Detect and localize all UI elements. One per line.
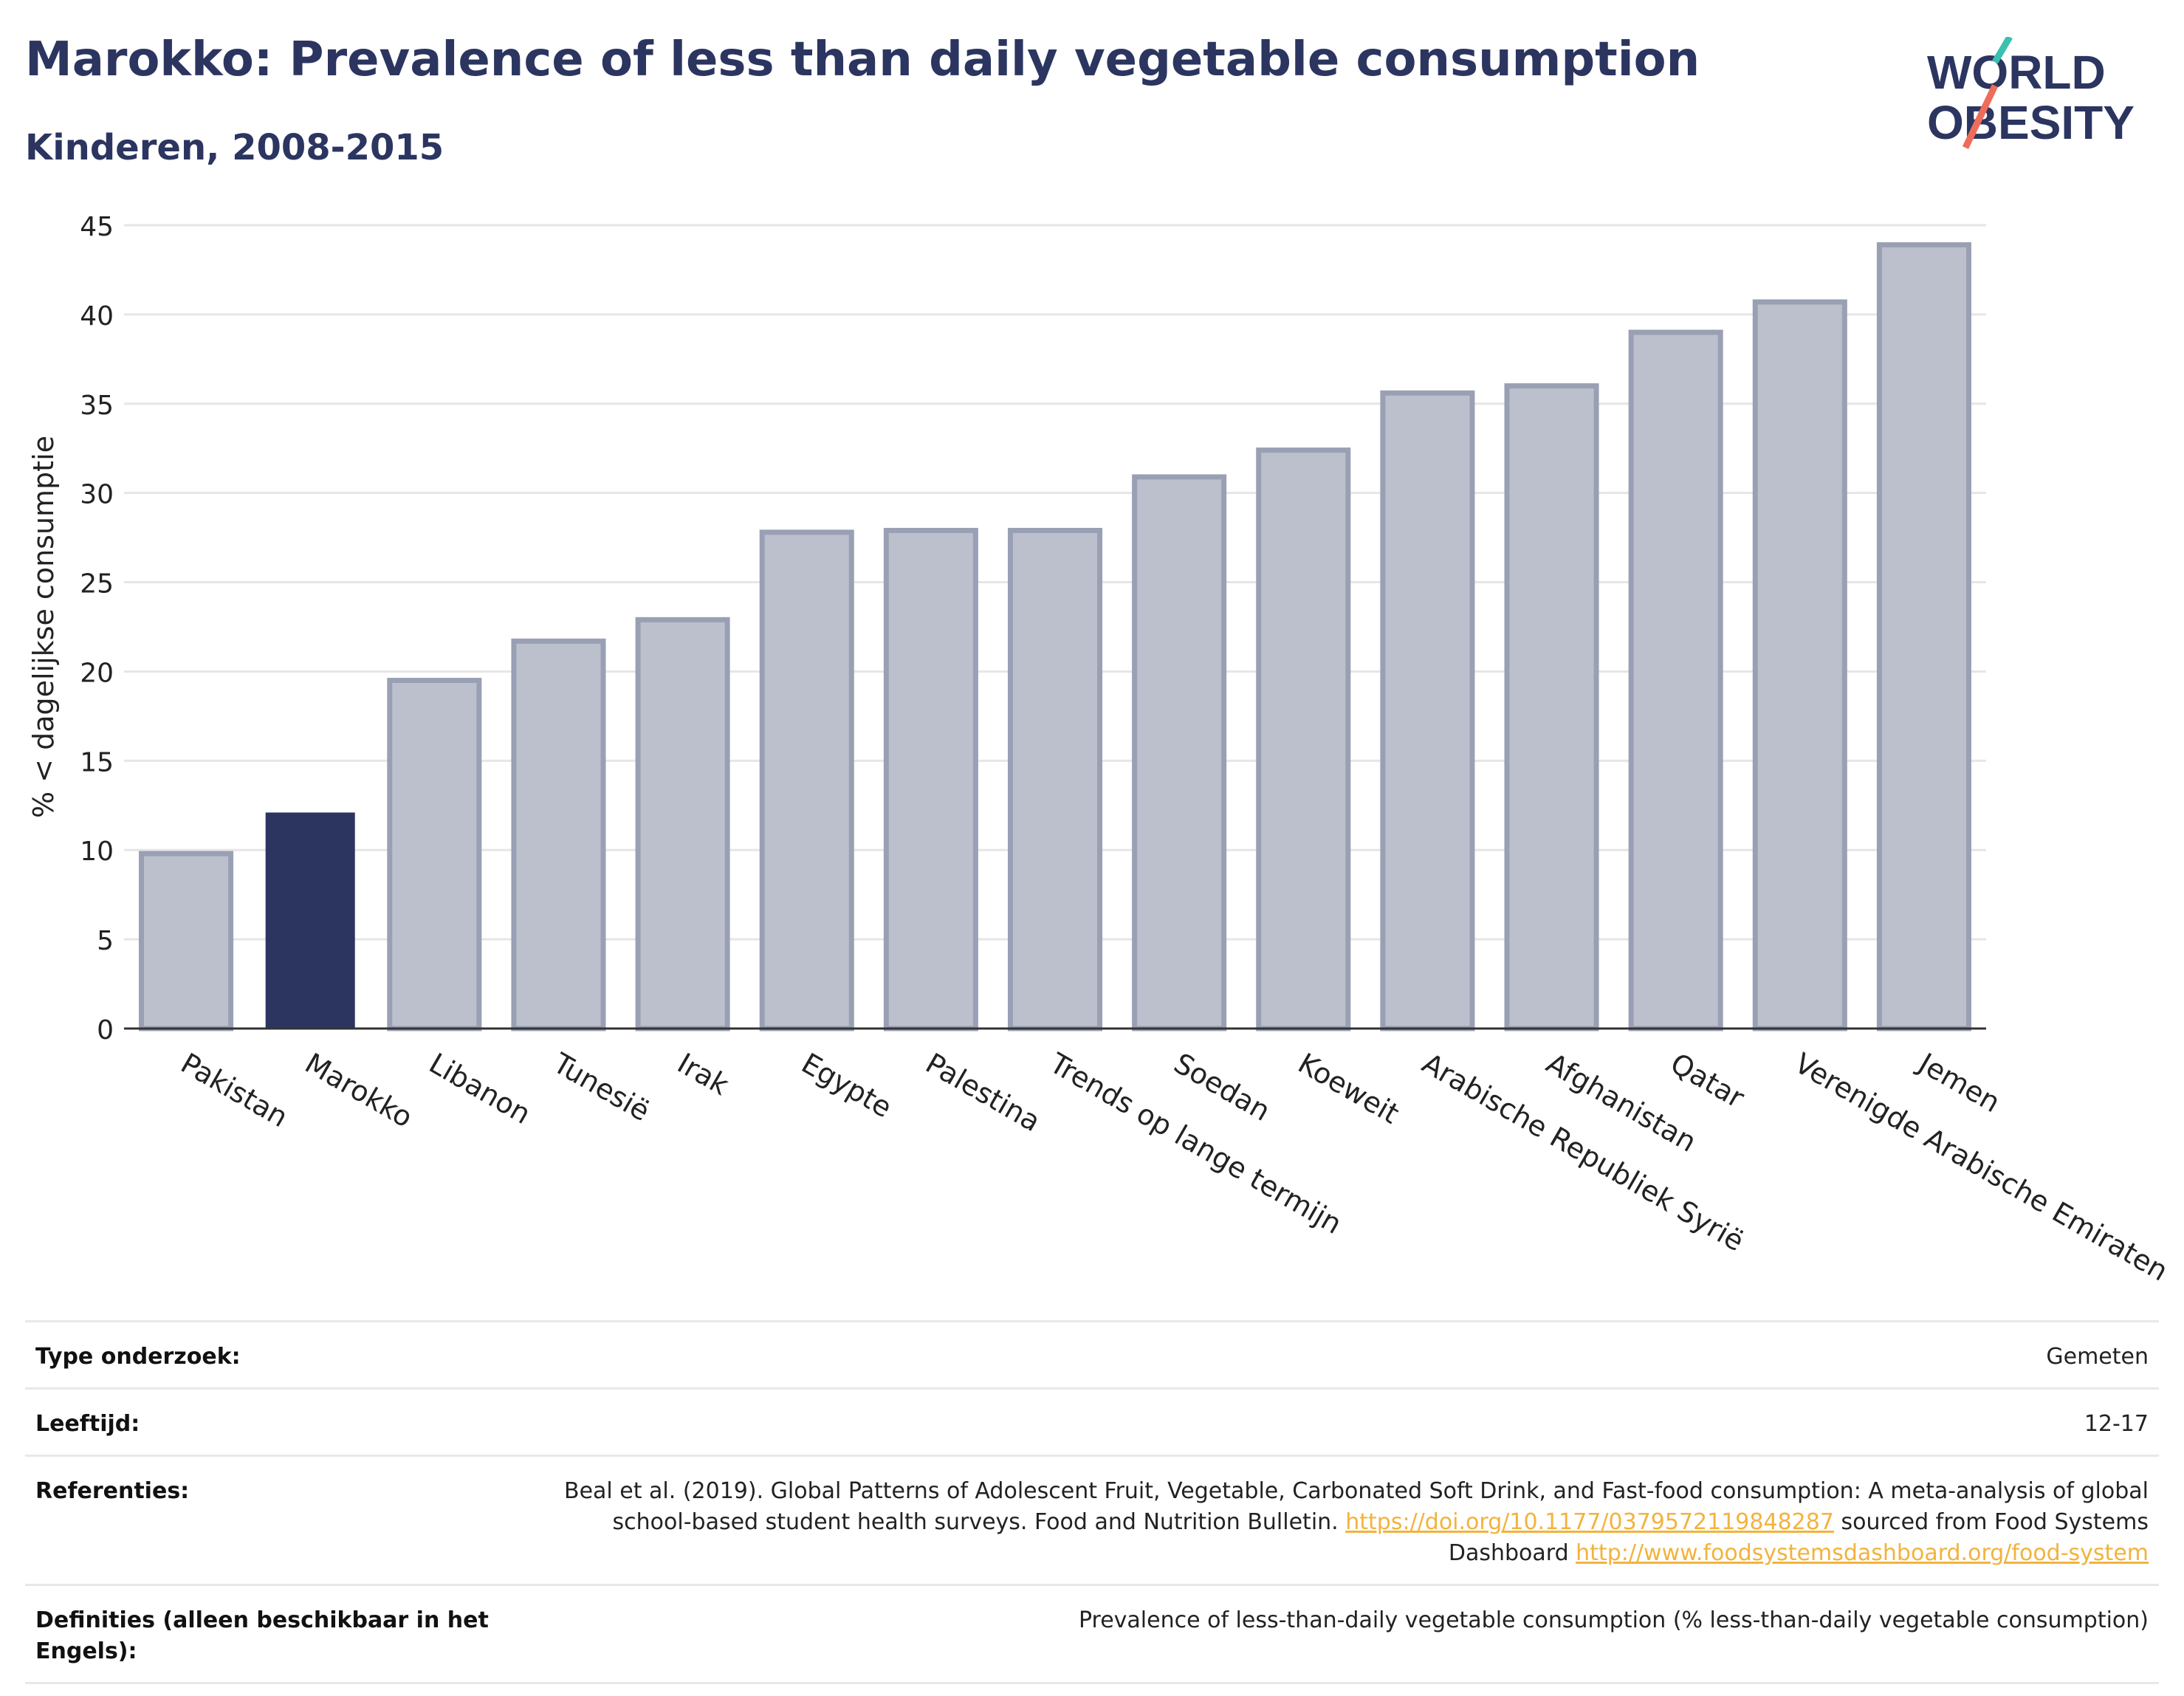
bar xyxy=(1256,447,1351,1031)
age-label: Leeftijd: xyxy=(35,1411,140,1437)
bar xyxy=(1132,474,1227,1031)
bar xyxy=(511,638,606,1031)
y-axis-label: % < dagelijkse consumptie xyxy=(27,436,60,818)
bar xyxy=(265,812,355,1029)
page-subtitle: Kinderen, 2008-2015 xyxy=(25,127,444,168)
y-tick-label: 45 xyxy=(80,212,114,242)
bar xyxy=(1628,329,1723,1031)
x-tick-label: Libanon xyxy=(424,1047,536,1130)
page-title: Marokko: Prevalence of less than daily v… xyxy=(25,32,1700,87)
definitions-value: Prevalence of less-than-daily vegetable … xyxy=(1078,1607,2149,1633)
x-tick-label: Pakistan xyxy=(176,1047,294,1134)
y-tick-label: 35 xyxy=(80,391,114,421)
y-tick-label: 30 xyxy=(80,480,114,510)
bar xyxy=(1007,527,1103,1031)
bar xyxy=(759,529,854,1031)
doi-link[interactable]: https://doi.org/10.1177/0379572119848287 xyxy=(1345,1509,1834,1535)
info-row-age: Leeftijd: 12-17 xyxy=(25,1387,2159,1455)
y-tick-label: 20 xyxy=(80,658,114,688)
food-systems-link[interactable]: http://www.foodsystemsdashboard.org/food… xyxy=(1576,1540,2149,1566)
bar xyxy=(1380,390,1475,1031)
bar xyxy=(1504,383,1599,1031)
logo-slash-teal xyxy=(1992,37,2013,64)
x-tick-label: Marokko xyxy=(300,1047,419,1134)
x-tick-label: Tunesië xyxy=(547,1046,655,1127)
bar xyxy=(1752,299,1847,1031)
bar-chart: 0 5 10 15 20 25 30 35 40 45 Pakistan Marokko Libanon… xyxy=(27,212,2174,1288)
references-text-2: sourced from Food Systems Dashboard xyxy=(1448,1509,2149,1566)
y-tick-label: 10 xyxy=(80,837,114,867)
bar xyxy=(139,851,234,1031)
x-tick-label: Egypte xyxy=(796,1047,897,1125)
survey-type-label: Type onderzoek: xyxy=(35,1344,241,1370)
logo-slash-coral xyxy=(1962,84,1999,149)
bar xyxy=(635,617,730,1031)
x-tick-label: Irak xyxy=(672,1047,734,1102)
references-value: Beal et al. (2019). Global Patterns of A… xyxy=(538,1476,2149,1569)
logo-word-1: WORLD xyxy=(1927,46,2106,99)
info-row-definitions: Definities (alleen beschikbaar in het En… xyxy=(25,1584,2159,1684)
references-text-1: Beal et al. (2019). Global Patterns of A… xyxy=(563,1478,2149,1535)
references-label: Referenties: xyxy=(35,1478,190,1504)
bar xyxy=(1876,242,1971,1031)
y-tick-label: 0 xyxy=(97,1015,114,1046)
x-tick-label: Qatar xyxy=(1665,1047,1750,1115)
info-row-references: Referenties: Beal et al. (2019). Global … xyxy=(25,1455,2159,1584)
x-tick-label: Koeweit xyxy=(1293,1047,1405,1130)
x-tick-label: Palestina xyxy=(920,1047,1045,1139)
survey-type-value: Gemeten xyxy=(2046,1344,2149,1370)
x-tick-label: Jemen xyxy=(1912,1046,2006,1119)
world-obesity-logo: WORLD OBESITY xyxy=(1927,37,2135,149)
info-table: Type onderzoek: Gemeten Leeftijd: 12-17 … xyxy=(25,1320,2159,1684)
y-tick-label: 15 xyxy=(80,747,114,777)
y-tick-label: 40 xyxy=(80,301,114,332)
info-row-survey-type: Type onderzoek: Gemeten xyxy=(25,1320,2159,1387)
bar xyxy=(387,678,482,1031)
y-tick-label: 5 xyxy=(97,926,114,956)
y-tick-label: 25 xyxy=(80,569,114,600)
bar xyxy=(883,527,978,1031)
definitions-label: Definities (alleen beschikbaar in het En… xyxy=(35,1607,489,1664)
x-tick-label: Soedan xyxy=(1169,1047,1276,1127)
logo-word-2: OBESITY xyxy=(1927,96,2135,149)
age-value: 12-17 xyxy=(2084,1411,2149,1437)
